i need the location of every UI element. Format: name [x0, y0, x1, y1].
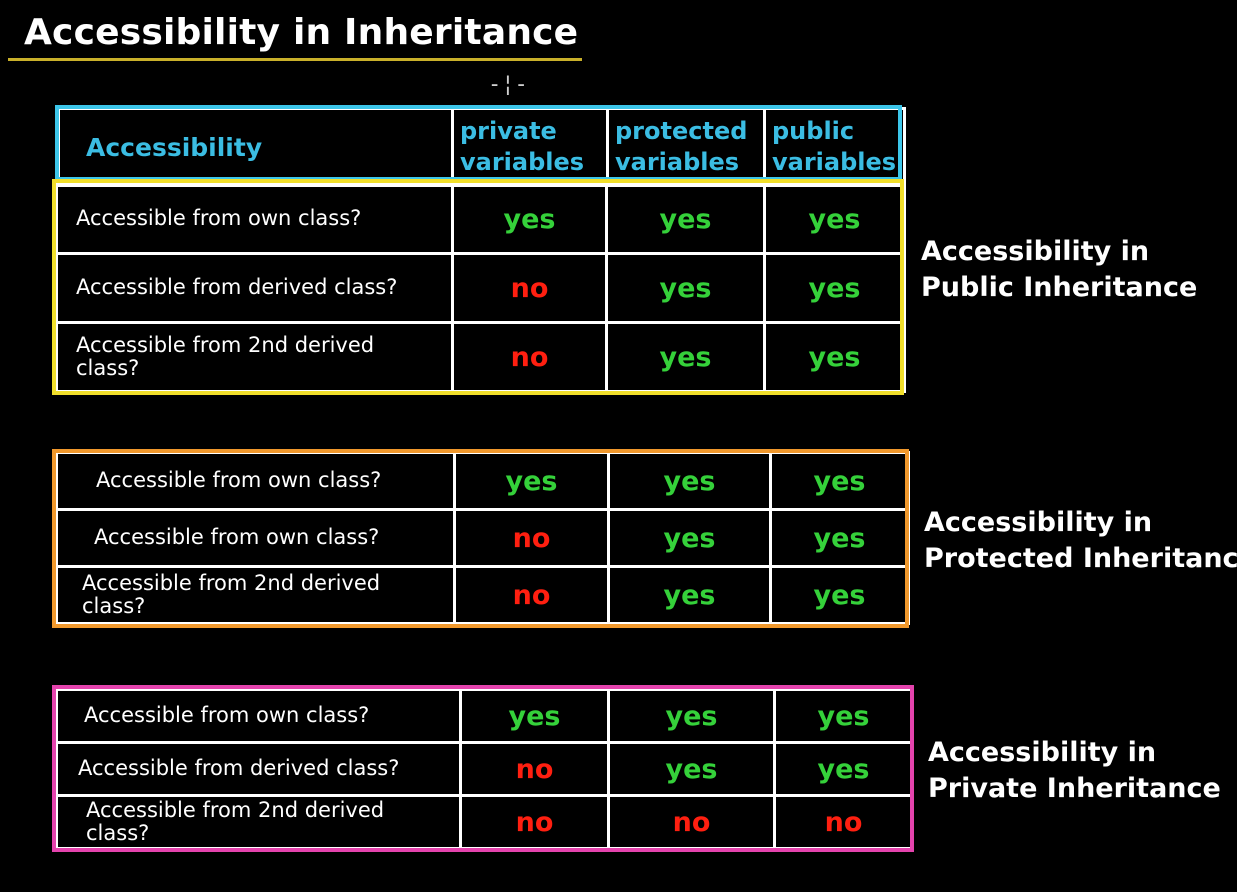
label-line2: Public Inheritance: [921, 271, 1198, 303]
cell-protected: no: [607, 794, 776, 850]
row-question-line2: class?: [86, 821, 150, 845]
row-question: Accessible from 2nd derived class?: [55, 565, 456, 625]
label-line1: Accessibility in: [921, 236, 1150, 267]
table-row: Accessible from own class? yes yes yes: [55, 688, 914, 744]
protected-inheritance-label: Accessibility in Protected Inheritanc: [924, 505, 1237, 576]
header-row: Accessibility private variables protecte…: [57, 107, 906, 187]
cell-private: yes: [459, 688, 610, 744]
table-row: Accessible from 2nd derived class? no ye…: [55, 321, 906, 393]
label-line2: Private Inheritance: [928, 772, 1221, 804]
header-col-line2: variables: [615, 148, 740, 176]
cell-private: no: [459, 741, 610, 797]
cell-public: yes: [763, 321, 906, 393]
row-question: Accessible from own class?: [55, 508, 456, 568]
row-question: Accessible from 2nd derived class?: [55, 321, 454, 393]
cell-private: yes: [453, 451, 610, 511]
page-title: Accessibility in Inheritance: [24, 12, 579, 53]
public-inheritance-label: Accessibility in Public Inheritance: [921, 234, 1197, 305]
cell-public: yes: [769, 508, 910, 568]
header-col-line2: variables: [772, 148, 897, 176]
cell-protected: yes: [607, 688, 776, 744]
label-line1: Accessibility in: [924, 507, 1153, 538]
header-accessibility: Accessibility: [57, 107, 454, 187]
cell-protected: yes: [605, 321, 766, 393]
label-line2: Protected Inheritanc: [924, 542, 1237, 574]
label-line1: Accessibility in: [928, 737, 1157, 768]
cell-private: no: [453, 508, 610, 568]
cell-protected: yes: [605, 183, 766, 255]
cell-protected: yes: [607, 741, 776, 797]
cell-private: no: [451, 252, 608, 324]
cell-public: no: [773, 794, 914, 850]
header-table: Accessibility private variables protecte…: [57, 107, 906, 187]
cell-public: yes: [763, 252, 906, 324]
row-question: Accessible from own class?: [55, 688, 462, 744]
row-question: Accessible from own class?: [55, 183, 454, 255]
cell-public: yes: [763, 183, 906, 255]
table-row: Accessible from derived class? no yes ye…: [55, 741, 914, 797]
cell-protected: yes: [607, 565, 772, 625]
private-inheritance-label: Accessibility in Private Inheritance: [928, 735, 1221, 806]
cell-private: no: [453, 565, 610, 625]
header-private-variables: private variables: [451, 107, 609, 187]
row-question: Accessible from derived class?: [55, 741, 462, 797]
cell-private: no: [459, 794, 610, 850]
private-inheritance-table: Accessible from own class? yes yes yes A…: [55, 688, 914, 850]
header-col-line1: public: [772, 116, 855, 145]
header-col-line1: protected: [615, 116, 748, 145]
cell-private: yes: [451, 183, 608, 255]
table-row: Accessible from own class? no yes yes: [55, 508, 910, 568]
header-public-variables: public variables: [763, 107, 906, 187]
header-col-line1: private: [460, 116, 557, 145]
public-inheritance-table: Accessible from own class? yes yes yes A…: [55, 183, 906, 393]
crosshair-cursor-icon: -¦-: [488, 72, 528, 97]
cell-public: yes: [769, 451, 910, 511]
cell-private: no: [451, 321, 608, 393]
protected-inheritance-table: Accessible from own class? yes yes yes A…: [55, 451, 910, 625]
cell-protected: yes: [605, 252, 766, 324]
row-question-line2: class?: [76, 356, 140, 380]
cell-public: yes: [769, 565, 910, 625]
cell-protected: yes: [607, 508, 772, 568]
row-question: Accessible from derived class?: [55, 252, 454, 324]
row-question-line1: Accessible from 2nd derived: [82, 570, 381, 595]
cell-public: yes: [773, 688, 914, 744]
row-question: Accessible from 2nd derived class?: [55, 794, 462, 850]
row-question-line1: Accessible from 2nd derived: [86, 797, 385, 822]
table-row: Accessible from 2nd derived class? no no…: [55, 794, 914, 850]
row-question-line2: class?: [82, 594, 146, 618]
table-row: Accessible from 2nd derived class? no ye…: [55, 565, 910, 625]
row-question: Accessible from own class?: [55, 451, 456, 511]
header-col-line2: variables: [460, 148, 585, 176]
cell-public: yes: [773, 741, 914, 797]
cell-protected: yes: [607, 451, 772, 511]
table-row: Accessible from own class? yes yes yes: [55, 451, 910, 511]
row-question-line1: Accessible from 2nd derived: [76, 332, 375, 357]
title-underline: [8, 58, 582, 61]
table-row: Accessible from derived class? no yes ye…: [55, 252, 906, 324]
table-row: Accessible from own class? yes yes yes: [55, 183, 906, 255]
header-protected-variables: protected variables: [606, 107, 766, 187]
